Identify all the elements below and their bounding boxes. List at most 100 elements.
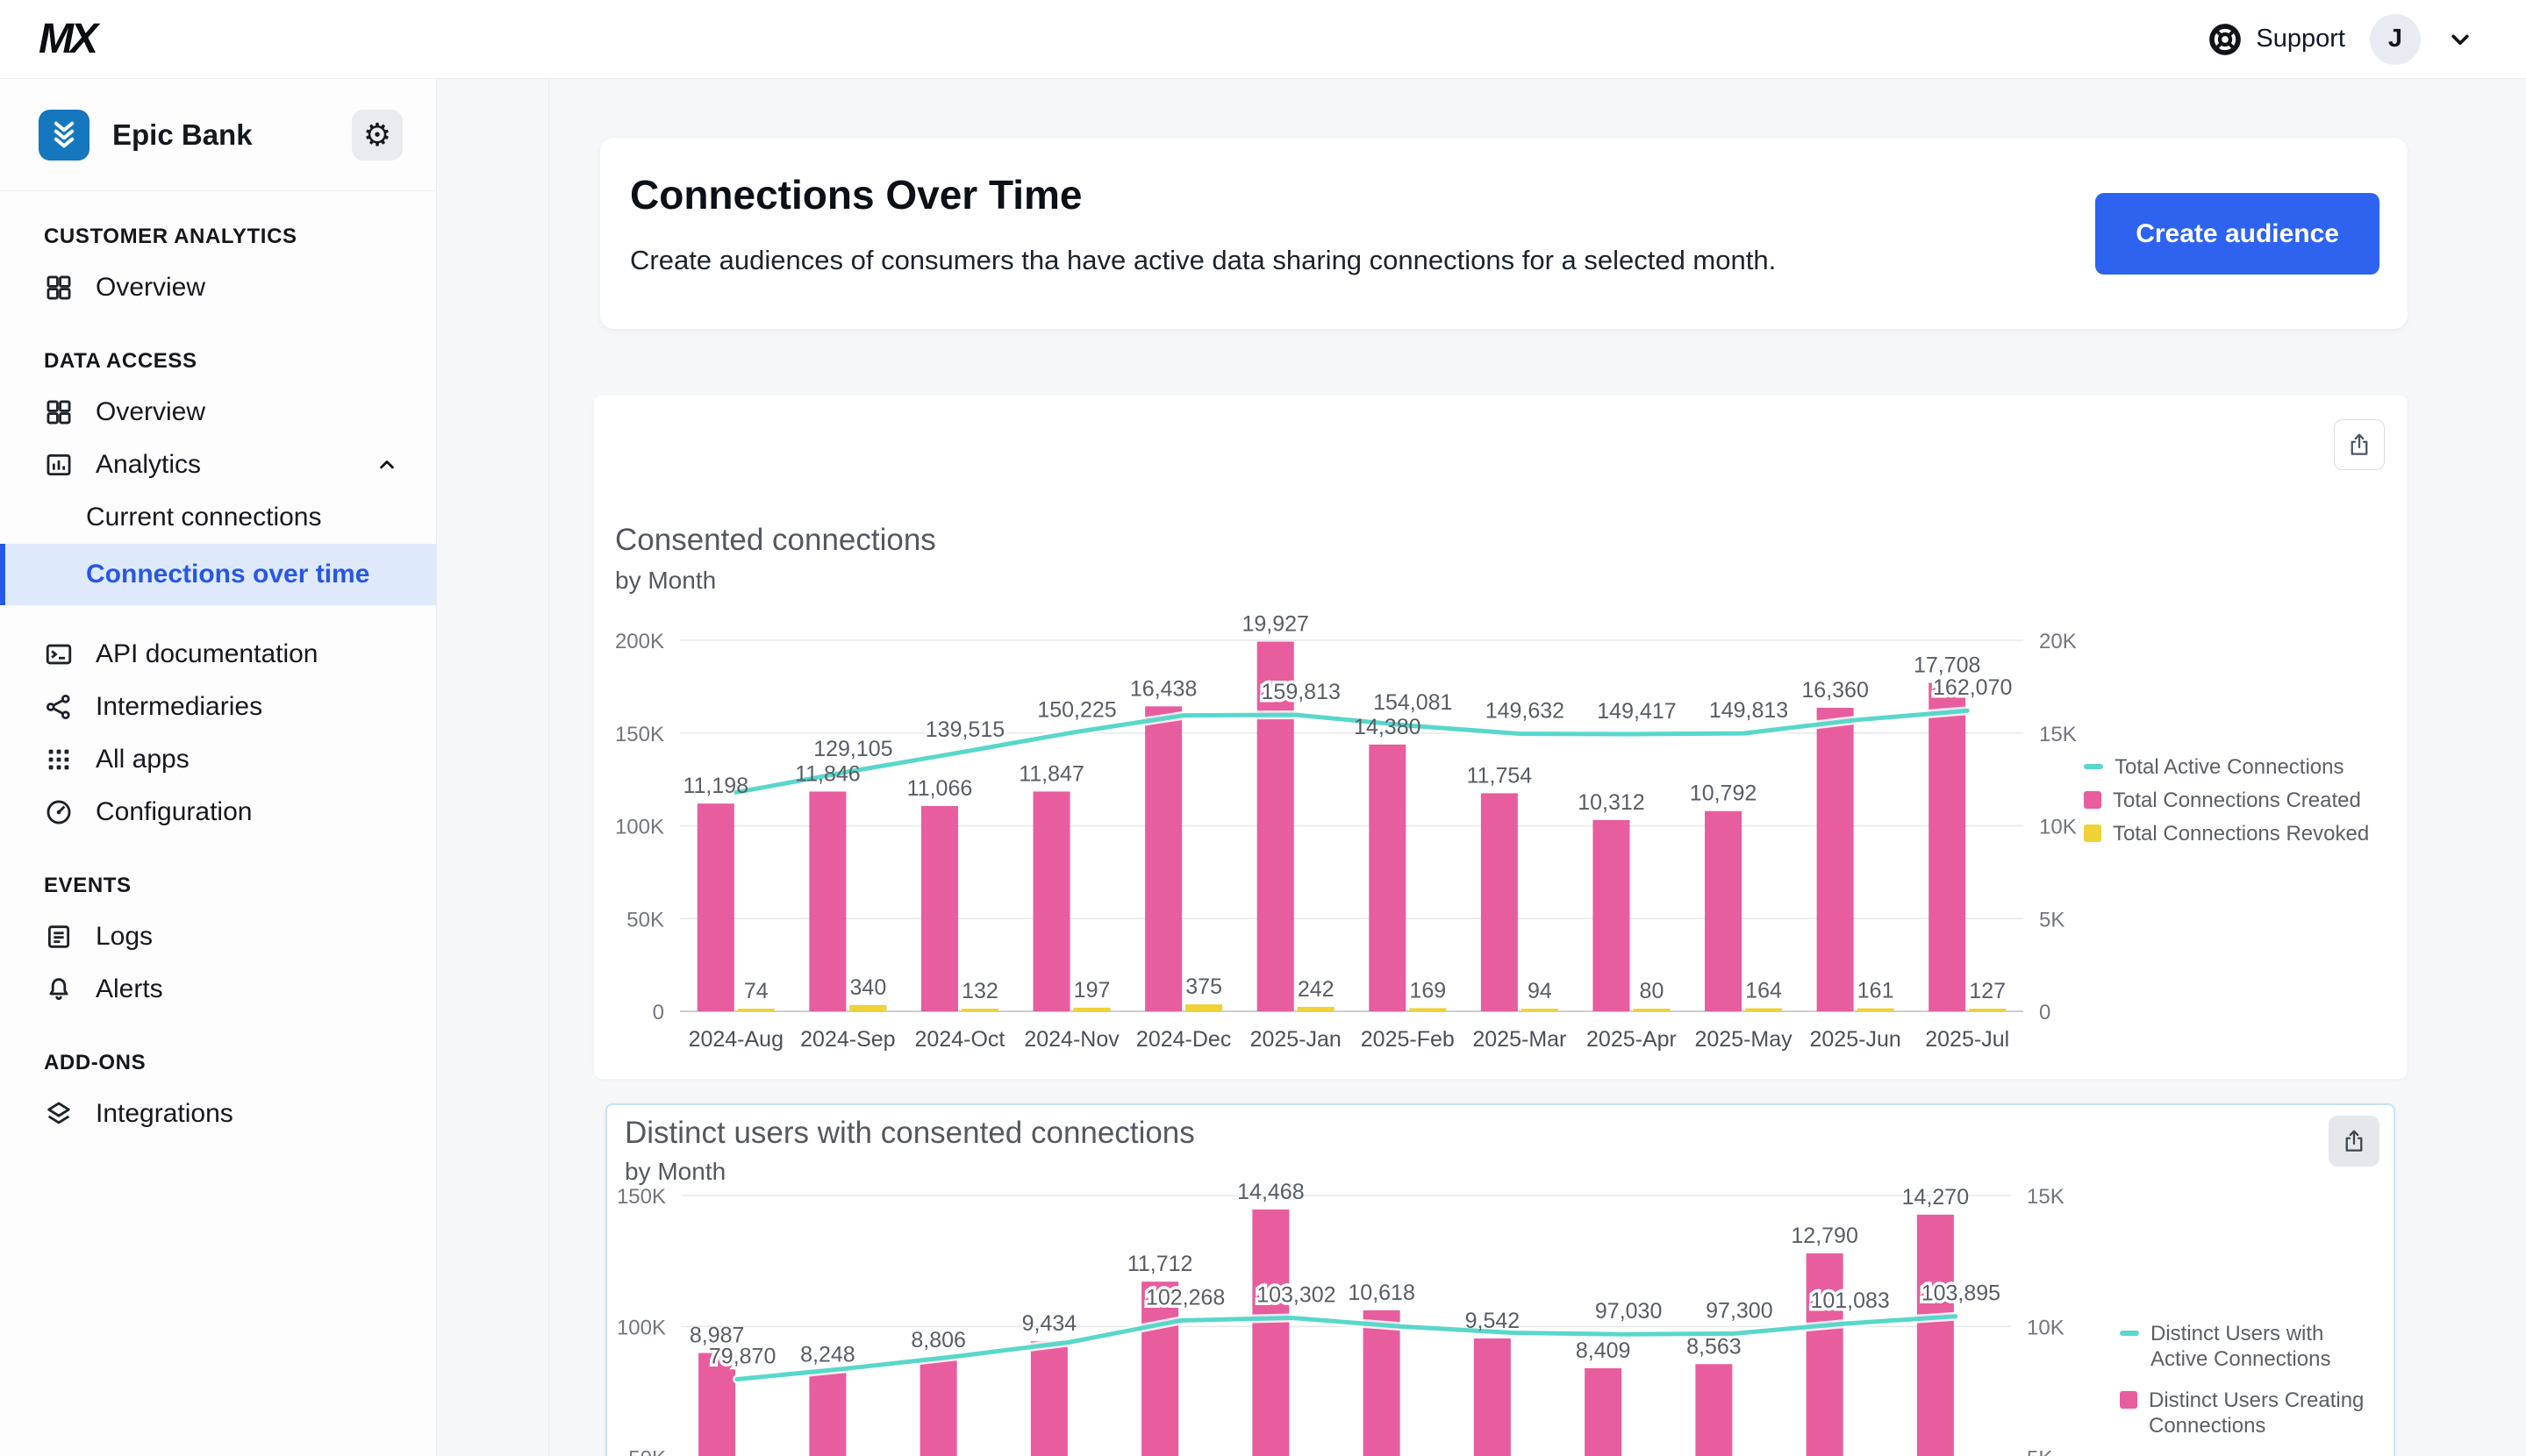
legend-item[interactable]: Total Connections Created xyxy=(2084,788,2400,813)
content-divider xyxy=(548,79,549,1456)
nav-section-data-access: DATA ACCESS xyxy=(44,349,197,373)
chart-title: Distinct users with consented connection… xyxy=(625,1116,1195,1150)
svg-text:5K: 5K xyxy=(2027,1447,2052,1456)
sidebar-item-api-documentation[interactable]: API documentation xyxy=(0,628,436,681)
consented-connections-card: Consented connections by Month 200K 20K 15… xyxy=(594,395,2408,1079)
svg-text:9,434: 9,434 xyxy=(1022,1311,1077,1336)
svg-text:375: 375 xyxy=(1185,974,1222,999)
svg-text:9,542: 9,542 xyxy=(1465,1309,1521,1333)
sidebar-item-intermediaries[interactable]: Intermediaries xyxy=(0,681,436,733)
svg-text:8,987: 8,987 xyxy=(690,1324,745,1348)
nav-section-add-ons: ADD-ONS xyxy=(44,1051,147,1074)
svg-text:150,225: 150,225 xyxy=(1037,697,1116,722)
svg-text:14,380: 14,380 xyxy=(1354,715,1420,739)
org-switcher: Epic Bank ⚙ xyxy=(0,79,436,191)
svg-text:10,618: 10,618 xyxy=(1348,1281,1414,1305)
sidebar-item-configuration[interactable]: Configuration xyxy=(0,786,436,839)
sidebar-item-overview-customer-analytics[interactable]: Overview xyxy=(0,261,436,314)
svg-text:97,300: 97,300 xyxy=(1706,1298,1772,1323)
export-chart-button[interactable] xyxy=(2334,419,2385,470)
nav-label: Alerts xyxy=(96,974,163,1003)
legend-square-marker xyxy=(2084,824,2101,842)
support-link[interactable]: Support xyxy=(2208,22,2345,57)
svg-text:50K: 50K xyxy=(626,908,664,931)
sidebar-item-all-apps[interactable]: All apps xyxy=(0,733,436,786)
svg-text:2025-Feb: 2025-Feb xyxy=(1361,1027,1455,1052)
nav-label: Connections over time xyxy=(86,560,370,589)
svg-text:17,708: 17,708 xyxy=(1914,653,1980,677)
svg-text:5K: 5K xyxy=(2039,908,2064,931)
nav-label: Current connections xyxy=(86,503,322,532)
svg-text:340: 340 xyxy=(850,975,887,1000)
svg-text:15K: 15K xyxy=(2039,723,2077,746)
chart-title: Consented connections xyxy=(615,523,936,557)
nav-label: Intermediaries xyxy=(96,692,263,721)
sidebar-item-logs[interactable]: Logs xyxy=(0,910,436,963)
legend-label: Total Connections Created xyxy=(2113,789,2361,812)
nav-section-events: EVENTS xyxy=(44,874,132,897)
legend-item[interactable]: Total Connections Revoked xyxy=(2084,821,2400,846)
svg-text:10K: 10K xyxy=(2039,816,2077,839)
org-settings-button[interactable]: ⚙ xyxy=(352,109,403,161)
support-icon xyxy=(2209,23,2242,55)
svg-text:11,198: 11,198 xyxy=(683,774,748,798)
topbar: MX Support J xyxy=(0,0,2526,79)
svg-text:2025-Jul: 2025-Jul xyxy=(1925,1027,2009,1052)
share-icon xyxy=(2345,1130,2363,1152)
export-chart-button[interactable] xyxy=(2329,1116,2379,1167)
create-audience-button[interactable]: Create audience xyxy=(2095,193,2379,275)
svg-text:132: 132 xyxy=(962,979,998,1003)
page-description: Create audiences of consumers tha have a… xyxy=(630,245,1777,275)
svg-text:159,813: 159,813 xyxy=(1262,680,1341,704)
svg-text:2024-Nov: 2024-Nov xyxy=(1024,1027,1120,1052)
nav-label: All apps xyxy=(96,745,190,774)
svg-text:11,712: 11,712 xyxy=(1127,1252,1193,1276)
svg-text:169: 169 xyxy=(1409,978,1446,1003)
legend-item[interactable]: Distinct Users Creating Connections xyxy=(2120,1388,2383,1438)
svg-text:14,468: 14,468 xyxy=(1237,1180,1304,1204)
svg-text:8,806: 8,806 xyxy=(911,1328,966,1353)
page-header-card: Connections Over Time Create audiences o… xyxy=(600,138,2408,329)
svg-text:10K: 10K xyxy=(2027,1316,2064,1339)
nav-label: Logs xyxy=(96,922,154,951)
layers-icon xyxy=(47,1102,70,1124)
legend-item[interactable]: Total Active Connections xyxy=(2084,754,2400,780)
svg-text:0: 0 xyxy=(653,1001,664,1024)
legend-item[interactable]: Distinct Users with Active Connections xyxy=(2120,1321,2383,1372)
svg-text:2025-Apr: 2025-Apr xyxy=(1586,1027,1677,1052)
sidebar-item-connections-over-time[interactable]: Connections over time xyxy=(0,544,436,605)
distinct-users-chart: 150K15K100K10K50K5K008,9878,2488,8069,43… xyxy=(617,1180,2064,1456)
terminal-icon xyxy=(46,644,72,665)
svg-text:242: 242 xyxy=(1298,977,1335,1002)
svg-text:16,438: 16,438 xyxy=(1130,676,1197,701)
sidebar-item-current-connections[interactable]: Current connections xyxy=(0,491,436,544)
support-label: Support xyxy=(2256,25,2345,53)
nav-label: Overview xyxy=(96,273,206,302)
svg-text:11,847: 11,847 xyxy=(1019,761,1084,786)
svg-text:2024-Oct: 2024-Oct xyxy=(915,1027,1005,1052)
sidebar-item-integrations[interactable]: Integrations xyxy=(0,1088,436,1140)
nav-section-customer-analytics: CUSTOMER ANALYTICS xyxy=(44,225,297,248)
svg-text:154,081: 154,081 xyxy=(1373,690,1452,715)
sidebar-item-overview-data-access[interactable]: Overview xyxy=(0,386,436,439)
svg-text:164: 164 xyxy=(1745,979,1782,1003)
legend-square-marker xyxy=(2084,791,2101,809)
chevron-down-icon[interactable] xyxy=(2445,25,2475,54)
nav-label: Configuration xyxy=(96,797,253,826)
svg-text:74: 74 xyxy=(744,979,769,1003)
dashboard-grid-icon xyxy=(47,275,71,300)
sidebar-item-alerts[interactable]: Alerts xyxy=(0,963,436,1016)
sidebar-item-analytics[interactable]: Analytics xyxy=(0,439,436,491)
legend-label: Total Active Connections xyxy=(2115,755,2344,779)
svg-text:16,360: 16,360 xyxy=(1801,678,1868,703)
svg-text:100K: 100K xyxy=(615,816,664,839)
svg-text:2024-Sep: 2024-Sep xyxy=(800,1027,895,1052)
svg-text:149,632: 149,632 xyxy=(1485,699,1564,724)
bar-chart-icon xyxy=(47,453,71,476)
dashboard-grid-icon xyxy=(47,400,71,425)
svg-text:97,030: 97,030 xyxy=(1595,1299,1662,1324)
svg-text:103,302: 103,302 xyxy=(1256,1282,1335,1307)
avatar[interactable]: J xyxy=(2370,13,2421,65)
svg-text:11,754: 11,754 xyxy=(1467,763,1533,788)
nav-label: Analytics xyxy=(96,450,202,479)
